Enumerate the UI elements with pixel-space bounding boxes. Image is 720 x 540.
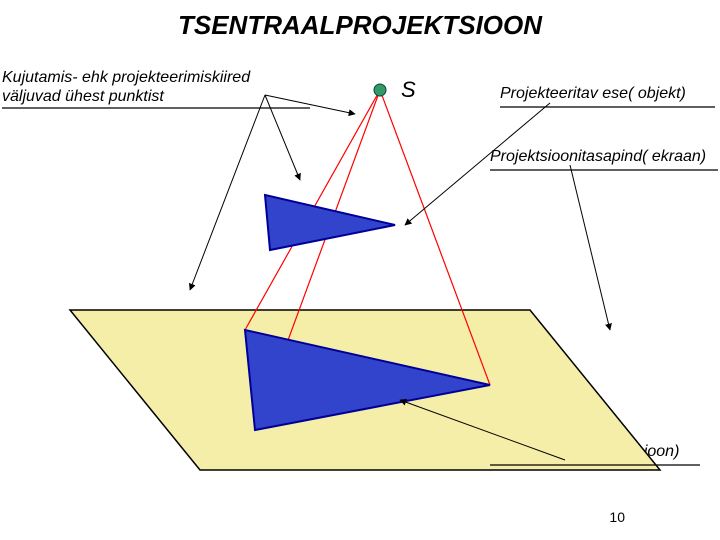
- projection-diagram: [0, 0, 720, 540]
